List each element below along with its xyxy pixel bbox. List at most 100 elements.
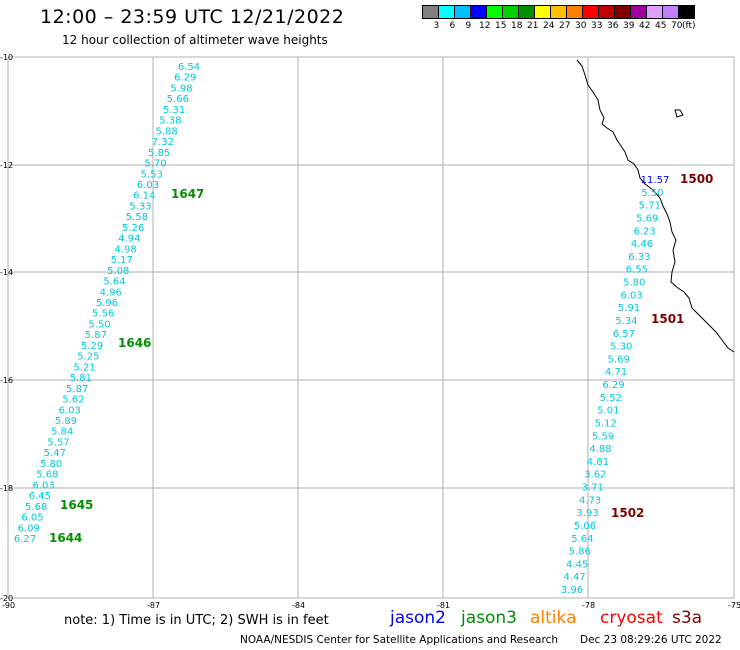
east-track-value: 4.88 (589, 444, 611, 455)
east-track-value: 6.23 (633, 226, 655, 237)
east-track-value: 5.71 (639, 201, 661, 212)
west-track-value: 6.27 (14, 534, 36, 545)
west-track-value: 5.53 (141, 169, 163, 180)
east-track-value: 5.59 (592, 431, 614, 442)
east-track-value: 5.06 (574, 521, 596, 532)
west-track-value: 6.09 (18, 523, 40, 534)
lat-tick-label: -16 (0, 376, 13, 385)
west-track-value: 5.58 (126, 212, 148, 223)
footer-credit: NOAA/NESDIS Center for Satellite Applica… (240, 634, 558, 646)
west-track-value: 6.03 (59, 405, 81, 416)
map-frame (7, 56, 735, 599)
east-track-value: 4.46 (631, 239, 653, 250)
scale-label: (ft) (682, 21, 696, 31)
east-track-value: 5.01 (597, 406, 619, 417)
east-time-label: 1500 (680, 172, 713, 186)
west-track-value: 6.03 (137, 180, 159, 191)
east-track-value: 5.80 (623, 278, 645, 289)
west-track-value: 5.21 (74, 362, 96, 373)
west-track-value: 5.68 (36, 470, 58, 481)
west-track-value: 5.87 (66, 384, 88, 395)
coastline (576, 59, 735, 353)
lon-tick-label: -90 (2, 601, 15, 610)
west-track-value: 6.45 (29, 491, 51, 502)
color-scale-labels: 3 6 9 12 15 18 21 24 27 30 33 36 39 42 45 70 (ft) (422, 21, 740, 33)
west-track-value: 5.56 (92, 309, 114, 320)
lon-tick-label: -75 (728, 601, 740, 610)
note-text: note: 1) Time is in UTC; 2) SWH is in fe… (64, 613, 329, 628)
west-track-value: 5.89 (55, 416, 77, 427)
west-track-value: 4.96 (100, 287, 122, 298)
legend-jason2: jason2 (390, 608, 446, 628)
scale-label: 45 (655, 21, 667, 31)
map-title: 12:00 – 23:59 UTC 12/21/2022 (40, 6, 345, 28)
east-track-value: 5.12 (595, 418, 617, 429)
west-time-label: 1646 (118, 336, 151, 350)
east-track-value: 11.57 (641, 175, 670, 186)
lat-tick-label: -10 (0, 53, 13, 62)
east-track-value: 4.71 (605, 367, 627, 378)
west-track-value: 5.50 (88, 319, 110, 330)
map-subtitle: 12 hour collection of altimeter wave hei… (62, 33, 328, 47)
west-track-value: 5.88 (156, 126, 178, 137)
west-track-value: 4.94 (118, 234, 140, 245)
east-track-value: 4.81 (587, 457, 609, 468)
east-track-value: 4.47 (563, 572, 585, 583)
west-time-label: 1647 (171, 187, 204, 201)
west-track-value: 5.70 (144, 159, 166, 170)
east-track-value: 6.57 (613, 329, 635, 340)
west-track-value: 5.25 (77, 352, 99, 363)
east-track-value: 3.71 (582, 483, 604, 494)
east-track-value: 5.50 (641, 188, 663, 199)
lat-tick-label: -12 (0, 161, 13, 170)
lat-tick-label: -20 (0, 594, 13, 603)
lon-tick-label: -87 (147, 601, 160, 610)
scale-label: 15 (495, 21, 507, 31)
east-track-value: 6.33 (628, 252, 650, 263)
east-track-value: 6.55 (626, 265, 648, 276)
west-track-value: 5.08 (107, 266, 129, 277)
east-track-value: 6.03 (621, 290, 643, 301)
west-track-value: 4.98 (115, 244, 137, 255)
color-scale (422, 5, 695, 19)
west-track-value: 5.98 (170, 83, 192, 94)
legend-s3a: s3a (672, 608, 703, 628)
west-track-value: 6.05 (21, 513, 43, 524)
west-track-value: 7.32 (152, 137, 174, 148)
scale-swatch (678, 5, 695, 19)
island-outline (674, 109, 684, 118)
east-track-value: 3.93 (576, 508, 598, 519)
west-track-value: 5.81 (70, 373, 92, 384)
west-track-value: 5.96 (96, 298, 118, 309)
lon-tick-label: -81 (437, 601, 450, 610)
west-track-value: 6.14 (133, 191, 155, 202)
lat-tick-label: -14 (0, 268, 13, 277)
scale-label: 24 (543, 21, 555, 31)
east-track-value: 3.62 (584, 470, 606, 481)
west-track-value: 5.87 (85, 330, 107, 341)
lat-tick-label: -18 (0, 484, 13, 493)
legend-jason3: jason3 (461, 608, 517, 628)
east-track-value: 5.34 (615, 316, 637, 327)
scale-label: 27 (559, 21, 571, 31)
scale-label: 42 (639, 21, 651, 31)
west-track-value: 5.85 (148, 148, 170, 159)
west-track-value: 5.66 (167, 94, 189, 105)
scale-label: 21 (527, 21, 539, 31)
scale-label: 9 (465, 21, 472, 31)
east-track-value: 5.69 (608, 354, 630, 365)
west-track-value: 5.68 (25, 502, 47, 513)
scale-label: 39 (623, 21, 635, 31)
east-track-value: 5.30 (610, 342, 632, 353)
east-track-value: 5.52 (600, 393, 622, 404)
west-track-value: 5.31 (163, 105, 185, 116)
west-track-value: 5.64 (103, 277, 125, 288)
west-track-value: 6.29 (174, 73, 196, 84)
east-track-value: 5.91 (618, 303, 640, 314)
scale-label: 12 (479, 21, 491, 31)
west-track-value: 5.47 (44, 448, 66, 459)
scale-label: 18 (511, 21, 523, 31)
east-track-value: 5.64 (571, 534, 593, 545)
east-track-value: 5.69 (636, 213, 658, 224)
